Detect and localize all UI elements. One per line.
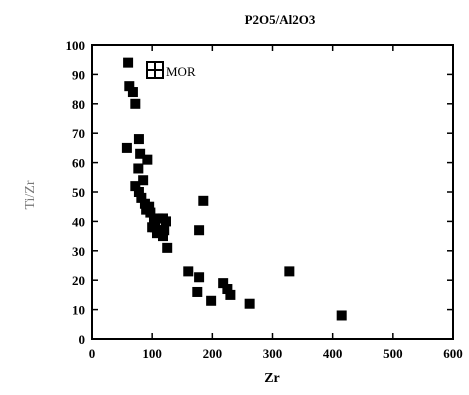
legend-label: MOR	[166, 64, 196, 79]
data-point	[183, 266, 194, 277]
y-tick-label: 90	[72, 67, 85, 82]
x-tick-label: 500	[383, 346, 403, 361]
plot-frame	[91, 44, 454, 340]
y-tick-label: 30	[72, 244, 85, 259]
data-point	[151, 228, 162, 239]
data-point	[121, 142, 132, 153]
y-tick-label: 40	[72, 214, 85, 229]
legend-marker-icon	[146, 61, 164, 79]
data-point	[336, 310, 347, 321]
y-axis: 0 10 20 30 40 50 60 70 80 90 100	[66, 38, 453, 347]
data-point	[218, 278, 229, 289]
data-point	[198, 195, 209, 206]
x-tick-label: 100	[142, 346, 162, 361]
chart-title: P2O5/Al2O3	[245, 12, 316, 27]
data-point	[138, 175, 149, 186]
data-point	[144, 201, 155, 212]
y-tick-label: 0	[79, 332, 86, 347]
data-point	[133, 187, 144, 197]
data-point	[192, 286, 203, 297]
data-point	[145, 207, 156, 218]
data-point	[127, 87, 138, 98]
data-point	[225, 289, 236, 300]
x-tick-label: 600	[443, 346, 463, 361]
data-point	[222, 284, 233, 295]
x-tick-label: 300	[263, 346, 283, 361]
y-tick-label: 60	[72, 156, 85, 171]
y-tick-label: 80	[72, 97, 85, 112]
data-point	[161, 216, 172, 227]
data-point	[133, 134, 144, 145]
x-axis: 0 100 200 300 400 500 600	[89, 45, 463, 361]
data-point	[123, 57, 134, 68]
data-point	[124, 81, 135, 92]
data-point	[130, 181, 141, 192]
data-point	[133, 163, 144, 174]
data-point	[157, 231, 168, 242]
y-axis-label: Ti/Zr	[23, 180, 38, 209]
data-point	[206, 295, 217, 306]
x-axis-label: Zr	[264, 371, 280, 386]
data-points	[121, 57, 347, 321]
x-tick-label: 200	[203, 346, 223, 361]
data-point	[130, 98, 141, 109]
data-point	[244, 298, 255, 309]
y-tick-label: 20	[72, 273, 85, 288]
data-point	[194, 272, 205, 283]
data-point	[136, 192, 147, 203]
y-tick-label: 100	[66, 38, 86, 53]
data-point	[162, 242, 173, 253]
data-point	[147, 222, 158, 233]
data-point	[142, 154, 153, 165]
x-tick-label: 400	[323, 346, 343, 361]
y-tick-label: 50	[72, 185, 85, 200]
y-tick-label: 70	[72, 126, 85, 141]
data-point	[194, 225, 205, 236]
x-tick-label: 0	[89, 346, 96, 361]
y-tick-label: 10	[72, 303, 85, 318]
data-point	[135, 148, 146, 159]
data-point	[284, 266, 295, 277]
legend: MOR	[146, 61, 196, 79]
